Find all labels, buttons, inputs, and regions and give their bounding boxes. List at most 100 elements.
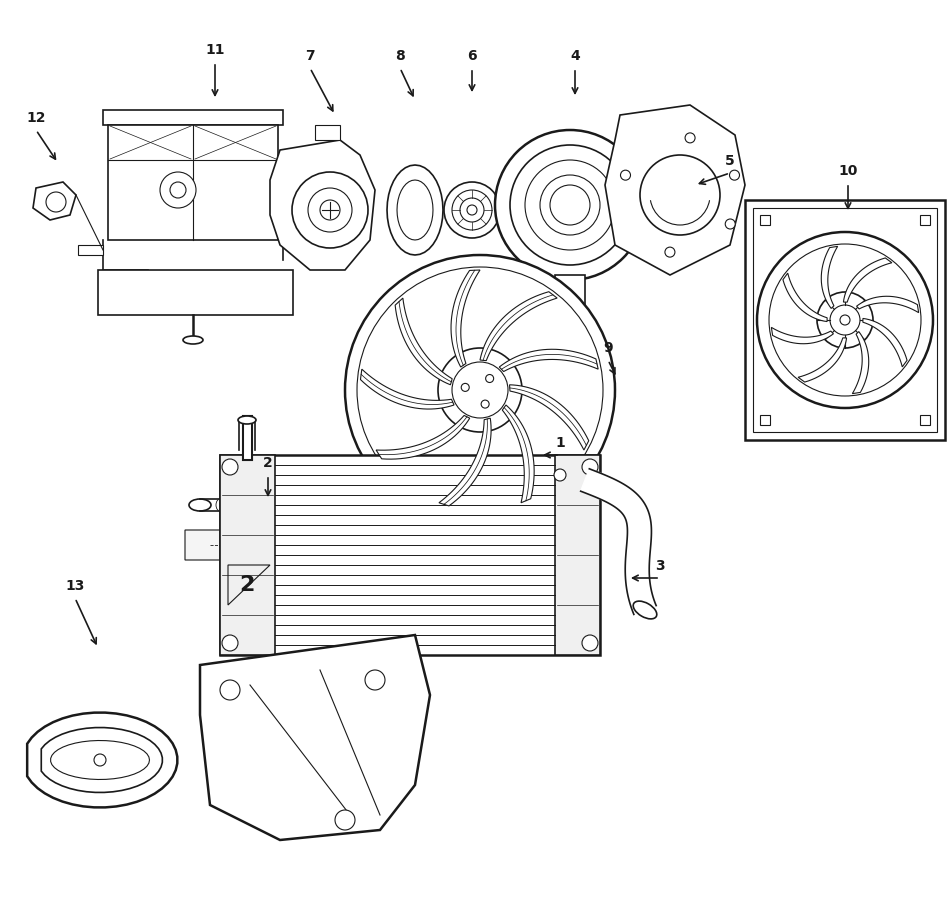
Ellipse shape — [276, 499, 284, 511]
Circle shape — [621, 170, 630, 180]
Circle shape — [525, 160, 615, 250]
Polygon shape — [270, 140, 375, 270]
Circle shape — [46, 192, 66, 212]
Polygon shape — [361, 369, 454, 409]
Polygon shape — [103, 110, 283, 125]
Text: 7: 7 — [306, 49, 315, 63]
Polygon shape — [315, 125, 340, 140]
Ellipse shape — [216, 499, 224, 511]
Circle shape — [292, 172, 368, 248]
Polygon shape — [451, 270, 480, 367]
Text: 2: 2 — [239, 575, 255, 595]
Polygon shape — [200, 635, 430, 840]
Polygon shape — [376, 415, 469, 460]
Ellipse shape — [633, 601, 657, 619]
Circle shape — [725, 219, 735, 229]
Circle shape — [540, 175, 600, 235]
Text: 3: 3 — [655, 559, 664, 573]
Circle shape — [486, 375, 494, 383]
Text: 9: 9 — [604, 341, 613, 355]
Circle shape — [94, 754, 106, 766]
Polygon shape — [857, 296, 919, 313]
Circle shape — [757, 232, 933, 408]
Circle shape — [664, 247, 675, 257]
Circle shape — [582, 459, 598, 475]
Circle shape — [729, 170, 740, 180]
Circle shape — [345, 255, 615, 525]
Circle shape — [550, 185, 590, 225]
Polygon shape — [33, 182, 76, 220]
Polygon shape — [745, 200, 945, 440]
Circle shape — [357, 267, 603, 513]
Polygon shape — [41, 728, 163, 792]
Circle shape — [444, 182, 500, 238]
Polygon shape — [220, 455, 275, 655]
Circle shape — [452, 190, 492, 230]
Circle shape — [308, 188, 352, 232]
Polygon shape — [480, 292, 557, 360]
Circle shape — [582, 635, 598, 651]
Circle shape — [840, 315, 850, 325]
Circle shape — [222, 635, 238, 651]
Text: 11: 11 — [206, 43, 225, 57]
Polygon shape — [822, 246, 838, 308]
Circle shape — [495, 130, 645, 280]
Circle shape — [170, 182, 186, 198]
Circle shape — [460, 198, 484, 222]
Polygon shape — [760, 415, 770, 425]
Circle shape — [160, 172, 196, 208]
Circle shape — [452, 362, 508, 418]
Polygon shape — [852, 332, 869, 394]
Text: 13: 13 — [66, 579, 85, 593]
Text: 8: 8 — [395, 49, 405, 63]
Polygon shape — [439, 418, 491, 505]
Polygon shape — [760, 215, 770, 225]
Circle shape — [830, 305, 860, 335]
Circle shape — [467, 205, 477, 215]
Circle shape — [222, 459, 238, 475]
Circle shape — [220, 680, 240, 700]
Circle shape — [817, 292, 873, 348]
Text: 10: 10 — [839, 164, 858, 178]
Polygon shape — [863, 318, 907, 367]
Ellipse shape — [246, 499, 254, 511]
Polygon shape — [783, 273, 827, 322]
Circle shape — [481, 400, 489, 408]
Polygon shape — [753, 208, 937, 432]
Circle shape — [769, 244, 921, 396]
Ellipse shape — [306, 499, 314, 511]
Polygon shape — [98, 270, 293, 315]
Polygon shape — [798, 338, 846, 382]
Polygon shape — [503, 405, 534, 503]
Circle shape — [365, 670, 385, 690]
Circle shape — [461, 384, 469, 391]
Polygon shape — [581, 469, 656, 614]
Polygon shape — [843, 258, 892, 302]
Polygon shape — [509, 385, 588, 450]
Text: 4: 4 — [570, 49, 580, 63]
Polygon shape — [499, 350, 598, 371]
Polygon shape — [185, 530, 410, 560]
Circle shape — [640, 155, 720, 235]
Text: 2: 2 — [263, 456, 273, 470]
Circle shape — [510, 145, 630, 265]
Polygon shape — [28, 713, 177, 807]
Polygon shape — [50, 741, 149, 779]
Polygon shape — [920, 215, 930, 225]
Polygon shape — [555, 275, 585, 315]
Polygon shape — [397, 180, 433, 240]
Ellipse shape — [189, 499, 211, 511]
Polygon shape — [771, 327, 833, 344]
Polygon shape — [555, 455, 600, 655]
Polygon shape — [387, 165, 443, 255]
Polygon shape — [395, 298, 452, 385]
Circle shape — [320, 200, 340, 220]
Polygon shape — [220, 455, 600, 655]
Ellipse shape — [238, 416, 256, 424]
Polygon shape — [605, 105, 745, 275]
Ellipse shape — [319, 499, 341, 511]
Polygon shape — [920, 415, 930, 425]
Text: 5: 5 — [725, 154, 735, 168]
Circle shape — [438, 348, 522, 432]
Circle shape — [554, 469, 566, 481]
